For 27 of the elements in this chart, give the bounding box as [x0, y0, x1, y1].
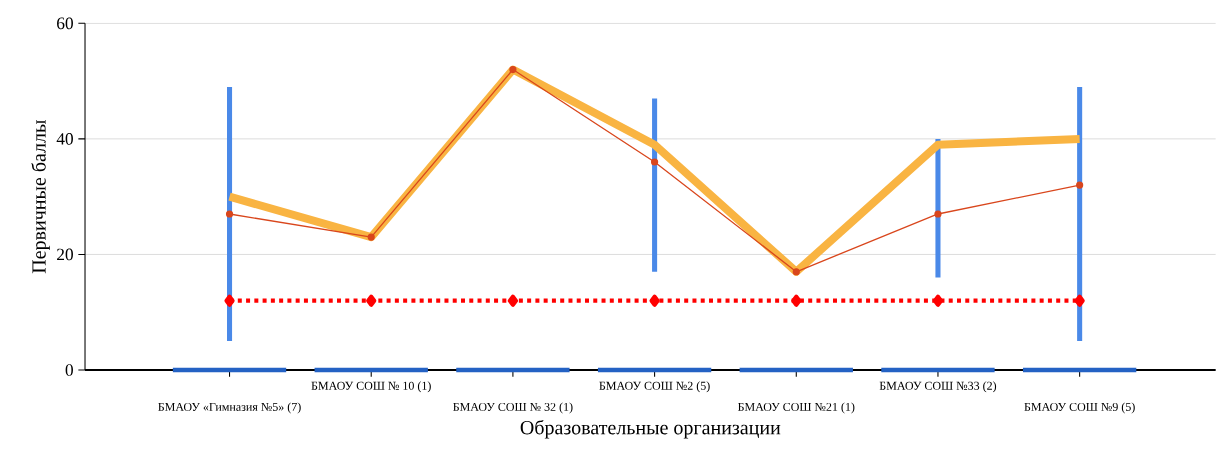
- x-tick-label: БМАОУ СОШ №9 (5): [1024, 402, 1135, 414]
- point: [650, 158, 659, 166]
- point: [224, 294, 235, 307]
- point: [791, 294, 802, 307]
- point: [649, 294, 660, 307]
- point: [366, 294, 377, 307]
- y-tick-label: 20: [57, 248, 73, 261]
- point: [934, 210, 942, 218]
- x-tick-label: БМАОУ СОШ №33 (2): [879, 381, 997, 393]
- point: [367, 233, 375, 241]
- x-tick-label: БМАОУ СОШ №21 (1): [737, 402, 855, 414]
- point: [1076, 181, 1084, 189]
- point: [225, 210, 234, 218]
- x-tick-label: БМАОУ СОШ № 10 (1): [311, 381, 431, 393]
- point: [932, 294, 944, 307]
- x-tick-label: БМАОУ СОШ № 32 (1): [453, 402, 573, 414]
- y-axis-title: Первичные баллы: [31, 120, 50, 274]
- x-tick-label: БМАОУ «Гимназия №5» (7): [158, 402, 301, 414]
- y-tick-label: 60: [57, 17, 73, 30]
- y-tick-label: 0: [65, 364, 73, 376]
- point: [792, 268, 800, 276]
- x-axis-title: Образовательные организации: [520, 419, 781, 439]
- point: [507, 294, 519, 307]
- point: [509, 65, 517, 74]
- point: [1074, 294, 1085, 307]
- x-tick-label: БМАОУ СОШ №2 (5): [599, 381, 710, 393]
- y-tick-label: 40: [56, 133, 73, 145]
